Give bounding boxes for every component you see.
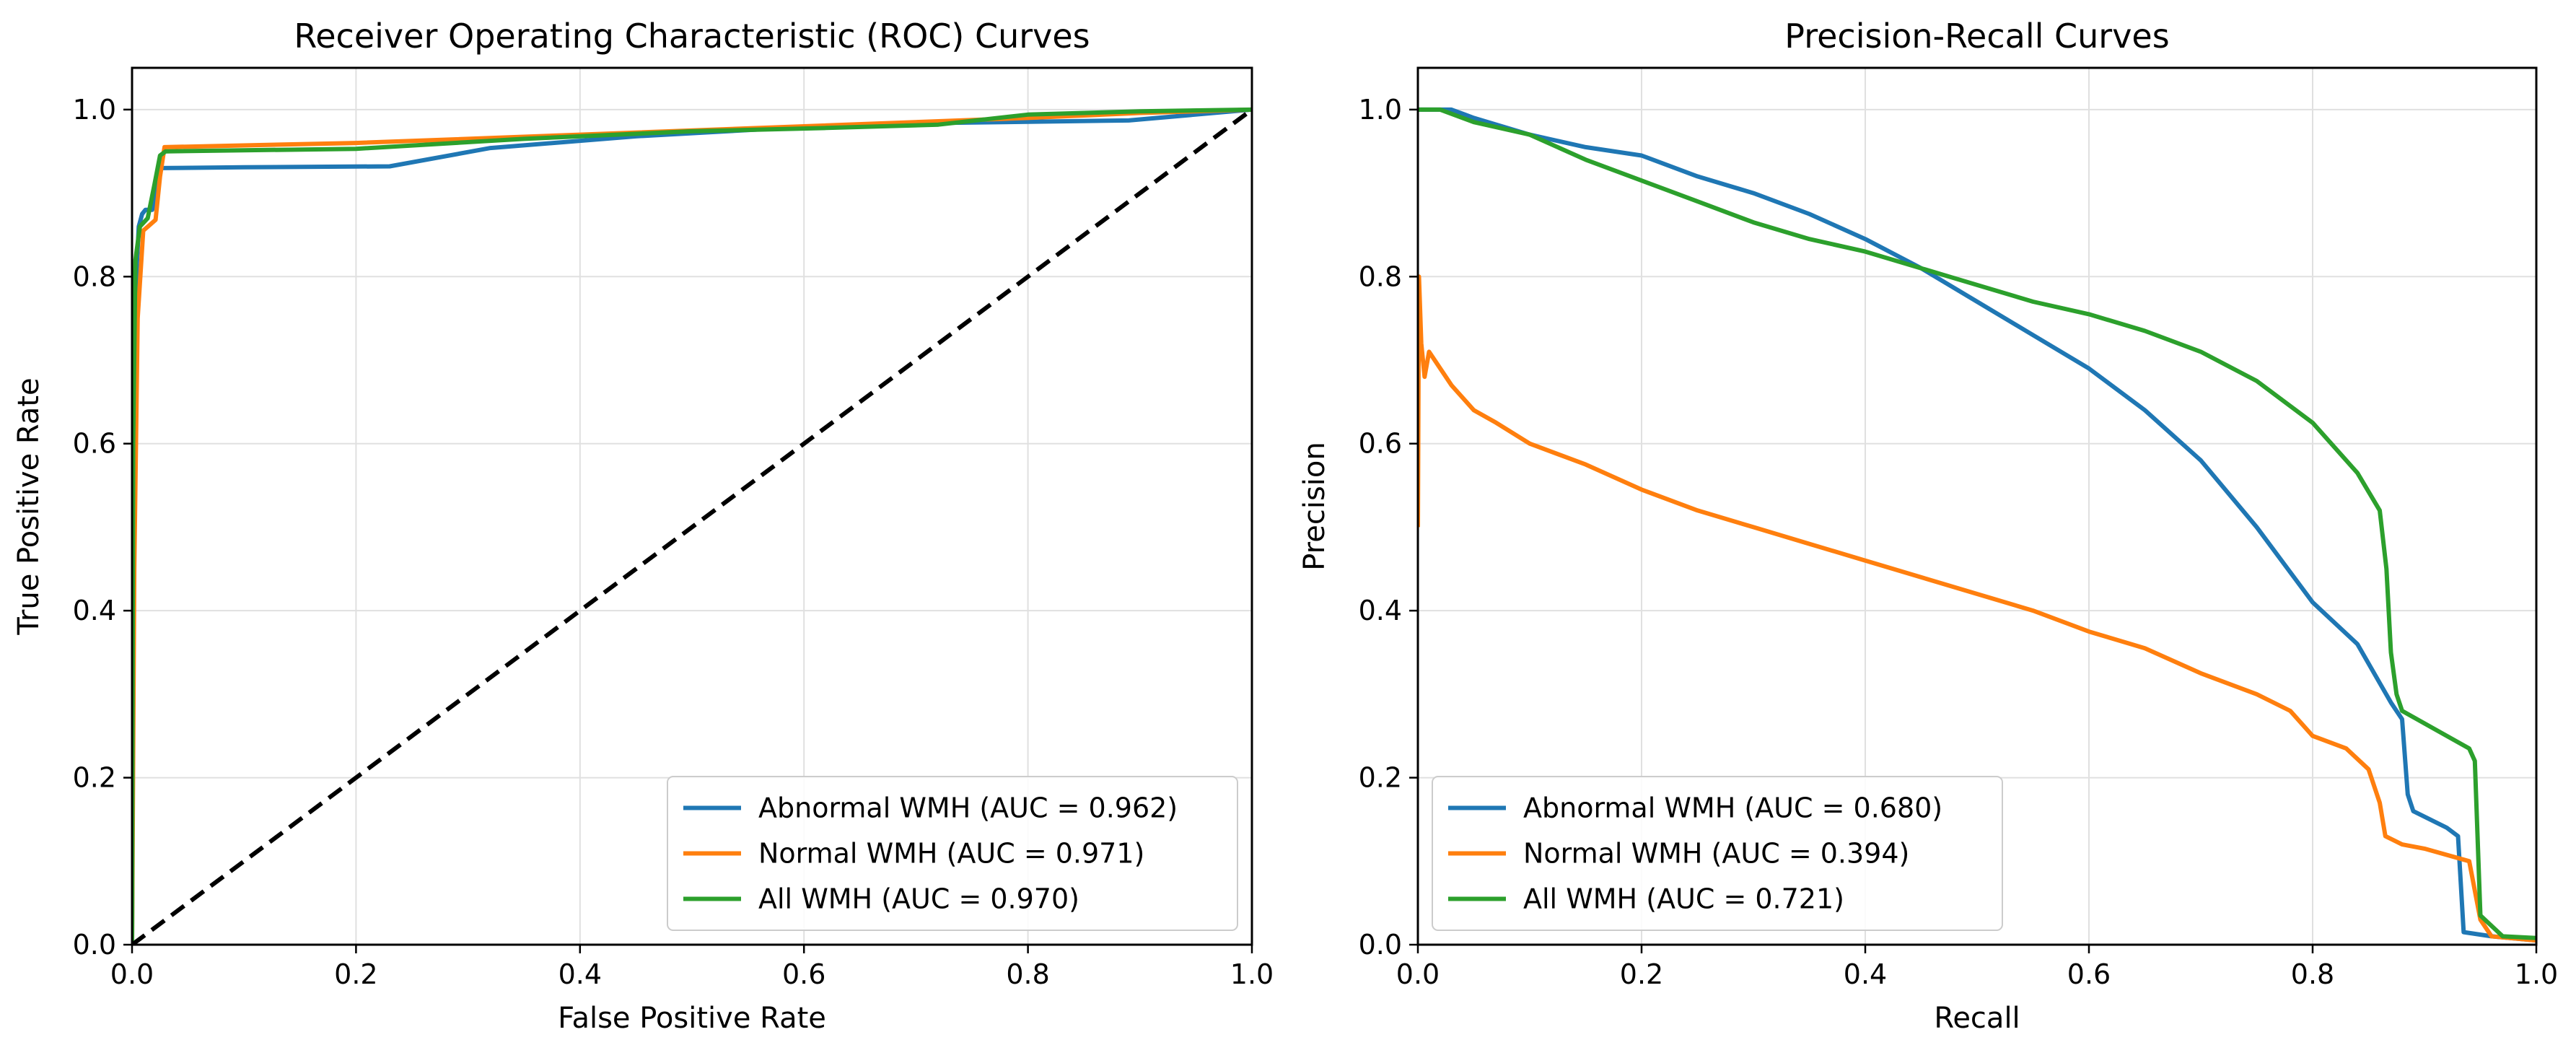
- roc-legend-label: Normal WMH (AUC = 0.971): [758, 838, 1144, 870]
- pr-y-tick-label: 0.2: [1359, 762, 1402, 794]
- pr-legend-label: All WMH (AUC = 0.721): [1523, 883, 1844, 915]
- pr-legend-box: [1432, 776, 2003, 931]
- roc-axes-frame: [131, 66, 1253, 946]
- pr-y-axis-label: Precision: [1298, 442, 1331, 570]
- pr-y-tick-label: 0.4: [1359, 595, 1402, 626]
- roc-x-tick-label: 0.8: [1006, 958, 1049, 990]
- roc-chart-title: Receiver Operating Characteristic (ROC) …: [294, 17, 1090, 56]
- roc-x-tick-label: 0.6: [782, 958, 825, 990]
- roc-y-axis-label: True Positive Rate: [12, 377, 45, 635]
- pr-y-tick-label: 1.0: [1359, 94, 1402, 126]
- roc-x-tick-label: 0.4: [558, 958, 602, 990]
- precision-recall-chart-panel: 0.0 0.2 0.4 0.6 0.8 1.0 0.0 0.2 0.4 0.6 0.8 1.0 Prec…: [1298, 17, 2558, 1035]
- pr-x-tick-label: 0.2: [1620, 958, 1663, 990]
- pr-x-axis-label: Recall: [1934, 1002, 2020, 1035]
- roc-legend-label: Abnormal WMH (AUC = 0.962): [758, 792, 1178, 824]
- pr-y-tick-label: 0.8: [1359, 261, 1402, 292]
- roc-y-tick-label: 0.6: [73, 428, 116, 460]
- pr-y-tick-label: 0.6: [1359, 428, 1402, 460]
- roc-y-tick-label: 0.0: [73, 929, 116, 961]
- roc-y-tick-label: 0.8: [73, 261, 116, 292]
- roc-x-tick-label: 1.0: [1230, 958, 1274, 990]
- pr-x-tick-label: 0.6: [2067, 958, 2111, 990]
- pr-legend-label: Abnormal WMH (AUC = 0.680): [1523, 792, 1942, 824]
- roc-x-axis-label: False Positive Rate: [558, 1002, 826, 1035]
- pr-x-tick-label: 0.4: [1844, 958, 1887, 990]
- pr-x-tick-label: 0.0: [1396, 958, 1440, 990]
- pr-series-line-2: [1418, 107, 2536, 940]
- roc-x-tick-label: 0.2: [334, 958, 377, 990]
- roc-y-tick-label: 0.4: [73, 595, 116, 626]
- roc-legend-label: All WMH (AUC = 0.970): [758, 883, 1079, 915]
- roc-legend: Abnormal WMH (AUC = 0.962) Normal WMH (AU…: [667, 776, 1238, 931]
- pr-x-tick-label: 1.0: [2515, 958, 2558, 990]
- roc-y-tick-label: 0.2: [73, 762, 116, 794]
- roc-series-group: [132, 107, 1252, 945]
- pr-series-group: [1418, 107, 2536, 943]
- roc-legend-box: [667, 776, 1238, 931]
- pr-axes-frame: [1416, 66, 2538, 946]
- roc-chart-panel: 0.0 0.2 0.4 0.6 0.8 1.0 0.0 0.2 0.4 0.6 0.8 1.0 Rece…: [12, 17, 1274, 1035]
- pr-x-tick-label: 0.8: [2291, 958, 2334, 990]
- pr-chart-title: Precision-Recall Curves: [1784, 17, 2169, 56]
- pr-legend: Abnormal WMH (AUC = 0.680) Normal WMH (AU…: [1432, 776, 2003, 931]
- roc-x-tick-label: 0.0: [110, 958, 154, 990]
- roc-y-tick-label: 1.0: [73, 94, 116, 126]
- pr-y-tick-label: 0.0: [1359, 929, 1402, 961]
- pr-legend-label: Normal WMH (AUC = 0.394): [1523, 838, 1909, 870]
- roc-series-line-2: [132, 107, 1252, 945]
- pr-series-line-0: [1418, 107, 2536, 943]
- roc-series-line-3: [132, 108, 1252, 945]
- pr-series-line-1: [1418, 274, 2536, 943]
